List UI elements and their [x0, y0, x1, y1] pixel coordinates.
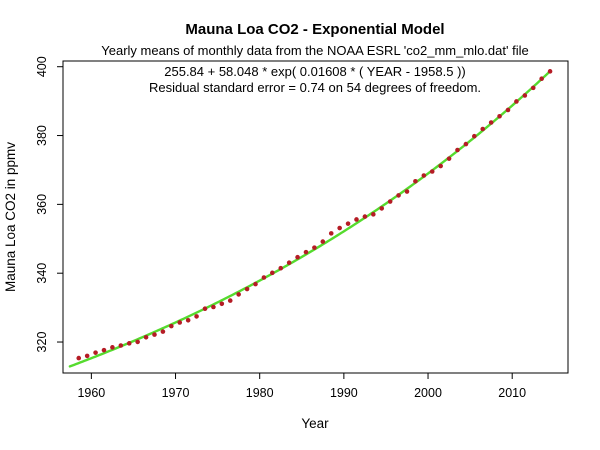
data-point: [429, 169, 435, 174]
y-tick-label: 360: [35, 194, 49, 215]
data-point: [379, 206, 385, 211]
data-point: [463, 141, 469, 147]
residual-error-text: Residual standard error = 0.74 on 54 deg…: [149, 80, 481, 95]
data-point: [76, 355, 82, 361]
data-point: [286, 260, 292, 266]
data-point: [421, 173, 427, 178]
data-point: [152, 332, 157, 337]
data-point: [126, 341, 132, 346]
data-point: [371, 212, 376, 217]
x-axis-ticks: 1960 1970 1980 1990 2000 2010: [77, 373, 526, 400]
data-point: [312, 245, 317, 250]
data-point: [404, 189, 410, 194]
data-point: [488, 120, 494, 125]
data-point: [118, 343, 124, 348]
data-point: [185, 317, 191, 323]
plot-area: [62, 60, 569, 374]
data-point: [135, 339, 140, 345]
data-point: [253, 281, 258, 287]
x-tick-label: 1980: [246, 386, 274, 400]
y-tick-label: 340: [35, 263, 49, 284]
data-point: [438, 163, 443, 169]
data-point: [514, 99, 519, 104]
y-axis-label: Mauna Loa CO2 in ppmv: [3, 142, 18, 292]
x-tick-label: 2010: [498, 386, 526, 400]
data-point: [396, 193, 401, 198]
data-point: [261, 275, 267, 280]
data-point: [194, 314, 199, 319]
data-point: [270, 270, 275, 276]
data-point: [177, 320, 183, 325]
data-point: [362, 214, 368, 219]
chart-title: Mauna Loa CO2 - Exponential Model: [185, 21, 444, 38]
data-point: [472, 133, 477, 139]
x-tick-label: 1970: [162, 386, 190, 400]
data-point: [219, 301, 225, 307]
data-point: [480, 126, 486, 132]
data-point: [202, 306, 208, 312]
data-point: [530, 85, 536, 91]
x-tick-label: 1990: [330, 386, 358, 400]
y-axis-ticks: 320 340 360 380 400: [35, 56, 63, 352]
data-point: [539, 76, 544, 81]
data-point: [413, 179, 418, 184]
data-point: [295, 254, 300, 260]
data-point: [522, 93, 528, 98]
data-point: [547, 69, 553, 74]
data-point: [160, 329, 166, 334]
chart-subtitle: Yearly means of monthly data from the NO…: [101, 43, 528, 58]
data-point: [303, 249, 309, 255]
data-point: [143, 334, 149, 340]
y-tick-label: 400: [35, 56, 49, 77]
data-point: [505, 107, 511, 113]
data-point: [497, 113, 502, 119]
data-point: [345, 221, 351, 226]
x-tick-label: 2000: [414, 386, 442, 400]
data-point: [169, 323, 174, 329]
y-tick-label: 380: [35, 125, 49, 146]
data-point: [110, 345, 115, 350]
data-point: [244, 286, 250, 292]
x-tick-label: 1960: [77, 386, 105, 400]
data-point: [446, 156, 452, 161]
data-point: [101, 347, 107, 353]
data-point: [211, 304, 216, 310]
model-fit-line: [68, 70, 551, 368]
data-point: [93, 350, 98, 355]
data-point: [227, 298, 233, 303]
data-point: [337, 225, 342, 231]
data-point: [278, 265, 284, 271]
data-point: [84, 353, 90, 359]
y-tick-label: 320: [35, 332, 49, 353]
x-axis-label: Year: [301, 416, 329, 431]
data-point: [320, 239, 326, 244]
data-point: [455, 147, 460, 153]
model-formula-text: 255.84 + 58.048 * exp( 0.01608 * ( YEAR …: [164, 64, 466, 79]
data-point: [354, 217, 359, 222]
data-points: [76, 69, 553, 361]
data-point: [328, 231, 334, 236]
data-point: [236, 292, 241, 297]
data-point: [387, 199, 393, 204]
